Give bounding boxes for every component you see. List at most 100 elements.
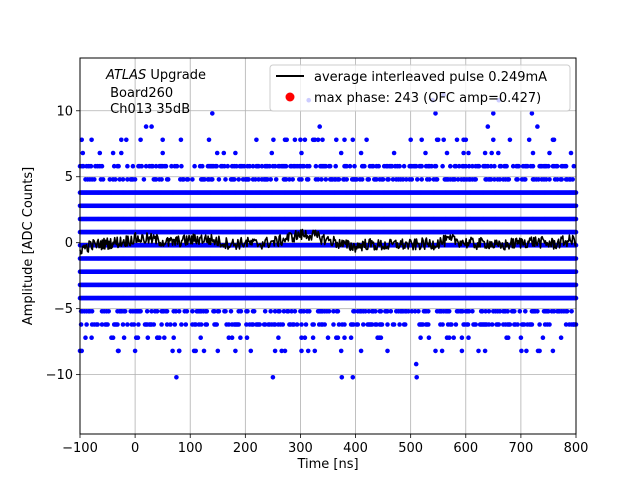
sample-point	[144, 309, 150, 314]
sample-point	[412, 309, 418, 314]
sample-point	[120, 177, 126, 182]
sample-point	[151, 322, 157, 327]
sample-point	[440, 322, 445, 327]
sample-point	[434, 177, 440, 182]
sample-point	[569, 309, 574, 314]
sample-point	[326, 309, 332, 314]
sample-point	[315, 177, 321, 182]
sample-point	[159, 177, 164, 182]
sample-point	[397, 322, 402, 327]
sample-point	[331, 309, 336, 314]
sample-point	[246, 177, 251, 182]
sample-point	[379, 322, 385, 327]
sample-point	[546, 309, 551, 314]
sample-point	[390, 177, 396, 182]
sample-point	[409, 309, 415, 314]
sample-point	[289, 309, 294, 314]
sample-point	[400, 177, 406, 182]
sample-point	[253, 177, 258, 182]
sample-point	[84, 322, 89, 327]
sample-point	[563, 322, 569, 327]
sample-point	[105, 322, 110, 327]
sample-point	[355, 322, 361, 327]
sample-point	[311, 322, 317, 327]
sample-point	[299, 322, 304, 327]
sample-point	[265, 177, 270, 182]
sample-point	[131, 322, 137, 327]
sample-point	[374, 177, 379, 182]
sample-point	[446, 309, 452, 314]
sample-point	[281, 309, 287, 314]
sample-point	[176, 309, 182, 314]
sample-point	[223, 177, 228, 182]
sample-point	[486, 309, 492, 314]
sample-point	[138, 309, 143, 314]
sample-point	[210, 177, 215, 182]
sample-point	[496, 322, 502, 327]
sample-point	[551, 309, 557, 314]
sample-point	[290, 177, 296, 182]
sample-point	[323, 177, 329, 182]
sample-point	[153, 177, 159, 182]
sample-point	[470, 309, 475, 314]
sample-point	[268, 309, 274, 314]
sample-point	[164, 322, 170, 327]
sample-point	[497, 309, 503, 314]
sample-point	[268, 177, 274, 182]
sample-point	[294, 322, 300, 327]
sample-point	[521, 322, 527, 327]
sample-point	[78, 322, 84, 327]
sample-point	[391, 322, 397, 327]
sample-point	[351, 322, 356, 327]
sample-point	[465, 322, 471, 327]
sample-point	[212, 309, 217, 314]
sample-point	[232, 177, 237, 182]
sample-point	[238, 309, 244, 314]
sample-point	[132, 177, 138, 182]
sample-point	[204, 322, 210, 327]
sample-point	[164, 309, 170, 314]
sample-point	[190, 177, 195, 182]
sample-point	[92, 177, 97, 182]
sample-point	[228, 309, 234, 314]
sample-point	[380, 177, 386, 182]
sample-point	[366, 177, 372, 182]
sample-point	[453, 322, 459, 327]
sample-point	[547, 322, 552, 327]
sample-point	[287, 177, 292, 182]
sample-point	[277, 309, 282, 314]
sample-point	[198, 322, 204, 327]
sample-point	[505, 309, 511, 314]
sample-point	[226, 322, 232, 327]
sample-point	[385, 322, 390, 327]
sample-point	[517, 309, 523, 314]
sample-point	[223, 309, 228, 314]
sample-point	[359, 177, 365, 182]
sample-point	[515, 322, 520, 327]
sample-point	[361, 322, 366, 327]
sample-point	[419, 177, 425, 182]
sample-point	[122, 309, 128, 314]
sample-point	[352, 309, 357, 314]
sample-point	[262, 309, 268, 314]
sample-point	[369, 322, 375, 327]
sample-point	[250, 322, 256, 327]
sample-point	[257, 322, 263, 327]
sample-point	[489, 322, 495, 327]
sample-point	[426, 322, 431, 327]
sample-point	[460, 309, 465, 314]
sample-point	[244, 322, 249, 327]
sample-point	[173, 309, 179, 314]
sample-point	[283, 177, 289, 182]
sample-point	[449, 322, 454, 327]
sample-point	[374, 322, 379, 327]
sample-point	[319, 177, 324, 182]
sample-point	[301, 309, 307, 314]
sample-point	[388, 309, 394, 314]
sample-point	[216, 177, 222, 182]
sample-point	[466, 309, 472, 314]
sample-point	[322, 322, 328, 327]
sample-point	[181, 177, 186, 182]
sample-point	[100, 177, 106, 182]
